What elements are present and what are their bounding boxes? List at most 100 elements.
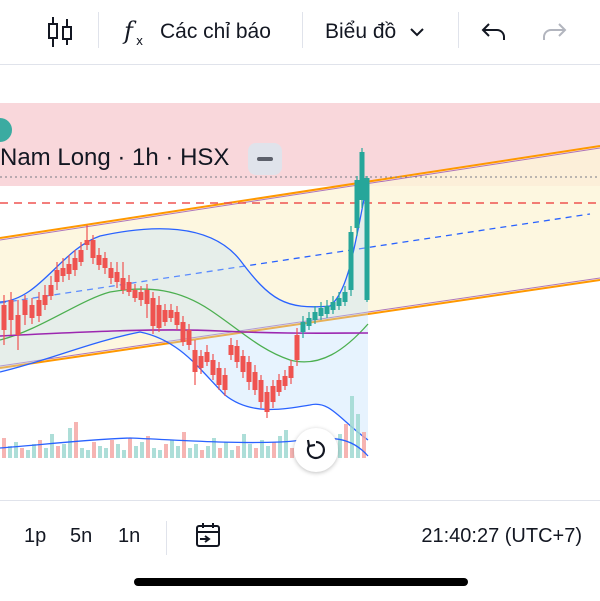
goto-date-icon[interactable] — [194, 521, 224, 556]
volume-bar — [110, 440, 114, 458]
volume-bar — [236, 446, 240, 458]
candle-body — [264, 392, 270, 412]
function-icon: f x — [122, 17, 143, 48]
candle-body — [180, 322, 186, 342]
toolbar-divider — [458, 12, 459, 48]
volume-bar — [74, 422, 78, 458]
candle-body — [324, 306, 330, 314]
clock-timezone[interactable]: 21:40:27 (UTC+7) — [421, 525, 582, 547]
candle-body — [198, 356, 204, 368]
symbol-legend[interactable]: Nam Long · 1h · HSX — [0, 144, 230, 171]
volume-bar — [164, 444, 168, 458]
volume-bar — [206, 446, 210, 458]
volume-bar — [158, 450, 162, 458]
undo-icon[interactable] — [480, 0, 508, 64]
candle-body — [318, 308, 324, 316]
volume-bar — [182, 432, 186, 458]
candle-body — [276, 380, 282, 392]
candle-body — [240, 356, 246, 372]
price-chart[interactable]: Nam Long · 1h · HSX 8 12 18 24 — [0, 64, 600, 559]
volume-bar — [362, 432, 366, 458]
bollinger-lower — [0, 331, 369, 441]
candle-body — [126, 282, 132, 292]
volume-bar — [134, 446, 138, 458]
channel-upper-line-2 — [0, 147, 600, 241]
candle-body — [330, 302, 336, 310]
candle-body — [336, 298, 342, 306]
volume-bar — [260, 440, 264, 458]
candle-body — [150, 298, 156, 326]
candle-body — [246, 362, 252, 382]
volume-bar — [56, 446, 60, 458]
candle-body — [29, 305, 35, 318]
candle-body — [90, 240, 96, 258]
candle-body — [144, 290, 150, 304]
bottom-divider — [166, 521, 167, 555]
candle-body — [36, 300, 42, 316]
candle-body — [162, 310, 168, 322]
candlestick-icon[interactable] — [46, 0, 74, 64]
redo-icon[interactable] — [540, 0, 568, 64]
candle-body — [102, 258, 108, 268]
candle-body — [138, 292, 144, 300]
bollinger-upper — [0, 179, 369, 308]
volume-bar — [62, 444, 66, 458]
volume-bar — [338, 434, 342, 458]
volume-bar — [200, 450, 204, 458]
candle-body — [78, 250, 84, 262]
candle-body — [354, 180, 360, 228]
volume-bar — [8, 446, 12, 458]
volume-bar — [68, 428, 72, 458]
candle-body — [258, 380, 264, 402]
candle-body — [42, 295, 48, 305]
candle-body — [252, 372, 258, 390]
svg-text:x: x — [136, 34, 143, 48]
volume-bar — [356, 414, 360, 458]
candle-body — [54, 270, 60, 282]
range-button-1p[interactable]: 1p — [24, 525, 47, 547]
indicators-button[interactable]: f x Các chỉ báo — [122, 0, 271, 64]
candle-body — [300, 322, 306, 332]
candle-body — [186, 330, 192, 345]
home-indicator — [134, 578, 468, 586]
candle-body — [342, 292, 348, 302]
channel-middle-line — [0, 213, 591, 304]
volume-bar — [128, 438, 132, 458]
candle-body — [15, 315, 21, 335]
volume-bar — [170, 440, 174, 458]
candle-body — [132, 290, 138, 298]
alert-marker[interactable] — [0, 118, 12, 142]
candle-body — [288, 366, 294, 378]
candle-body — [312, 312, 318, 320]
volume-bar — [50, 434, 54, 458]
range-button-1n[interactable]: 1n — [118, 525, 141, 547]
candle-body — [294, 335, 300, 360]
volume-bar — [266, 446, 270, 458]
volume-bar — [188, 448, 192, 458]
reset-chart-button[interactable] — [294, 428, 338, 472]
ma-line — [0, 329, 369, 337]
top-toolbar: f x Các chỉ báo Biểu đồ — [0, 0, 600, 65]
candle-body — [114, 272, 120, 282]
volume-bar — [194, 444, 198, 458]
volume-bar — [242, 434, 246, 458]
volume-bar — [218, 448, 222, 458]
volume-bar — [146, 436, 150, 458]
candle-body — [72, 258, 78, 270]
volume-bar — [98, 446, 102, 458]
range-button-5n[interactable]: 5n — [70, 525, 93, 547]
legend-collapse-button[interactable] — [248, 143, 282, 175]
volume-bar — [176, 446, 180, 458]
volume-bar — [26, 450, 30, 458]
candle-body — [48, 285, 54, 296]
chart-type-button[interactable]: Biểu đồ — [325, 0, 426, 64]
toolbar-divider — [98, 12, 99, 48]
toolbar-divider — [302, 12, 303, 48]
candle-body — [222, 375, 228, 390]
candle-body — [192, 350, 198, 372]
volume-bar — [80, 448, 84, 458]
volume-bar — [38, 440, 42, 458]
minus-icon — [257, 157, 273, 161]
volume-bar — [92, 442, 96, 458]
chart-canvas[interactable] — [0, 64, 600, 500]
